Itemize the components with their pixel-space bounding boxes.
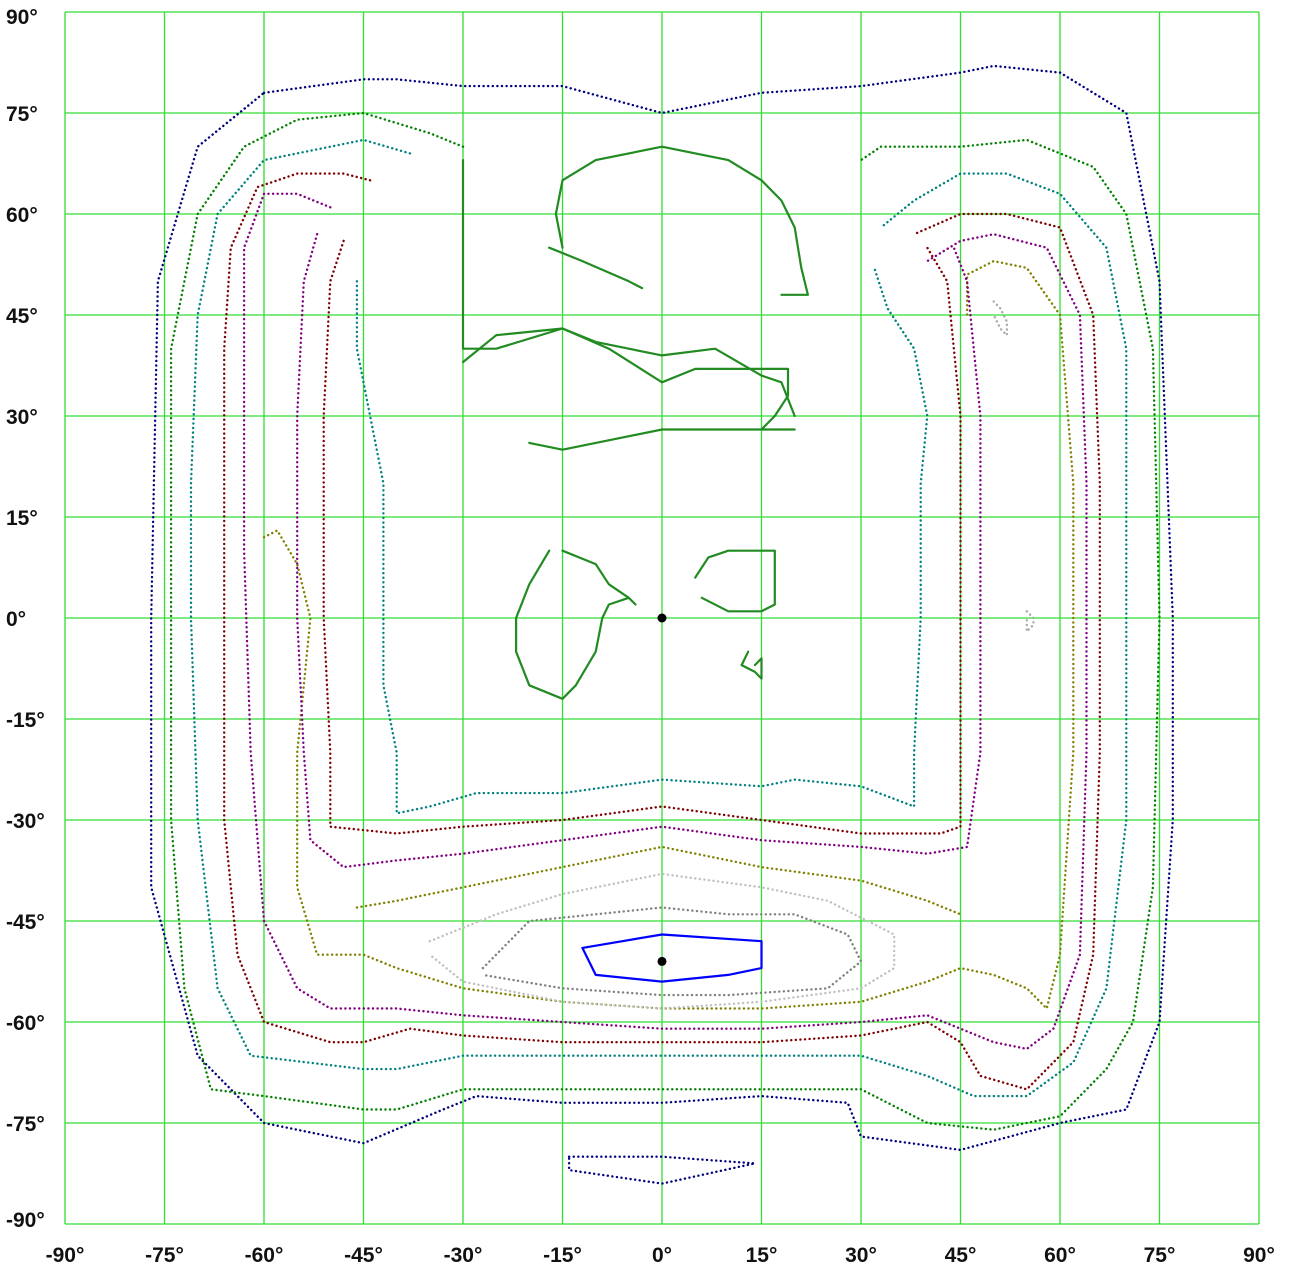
contour-line-inner (514, 549, 637, 700)
contour-line-inner (322, 239, 962, 835)
contour-line-inner (740, 650, 763, 680)
y-tick-label: 0° (6, 608, 26, 631)
point-marker (657, 613, 667, 623)
y-tick-label: -60° (6, 1012, 45, 1035)
y-tick-label: -15° (6, 709, 45, 732)
y-tick-label: 60° (6, 204, 38, 227)
contour-line (242, 192, 1088, 1051)
contour-line-inner (481, 906, 863, 997)
x-tick-label: -60° (245, 1244, 284, 1267)
x-tick-label: -15° (543, 1244, 582, 1267)
contour-line-inner (355, 845, 962, 916)
contour-line-inner (554, 145, 810, 296)
x-tick-label: 75° (1144, 1244, 1176, 1267)
y-tick-label: -75° (6, 1113, 45, 1136)
x-tick-label: 15° (746, 1244, 778, 1267)
x-tick-label: 60° (1044, 1244, 1076, 1267)
x-tick-label: 30° (845, 1244, 877, 1267)
y-tick-label: 75° (6, 103, 38, 126)
contour-line-inner (461, 159, 796, 418)
y-tick-label: 45° (6, 305, 38, 328)
y-tick-labels: -90° -75° -60° -45° -30° -15° 0° 15° 30° 45° 60° 75… (6, 6, 45, 1232)
contour-line-inner (1025, 610, 1035, 633)
x-tick-label: 45° (945, 1244, 977, 1267)
x-tick-label: -45° (344, 1244, 383, 1267)
contour-line (189, 138, 1128, 1098)
y-tick-label: 30° (6, 406, 38, 429)
x-tick-label: -90° (46, 1244, 85, 1267)
contour-line-inner (528, 428, 796, 451)
x-tick-label: 0° (652, 1244, 672, 1267)
chart-series (149, 64, 1175, 1185)
x-tick-label: -75° (145, 1244, 184, 1267)
contour-line (149, 64, 1175, 1152)
y-tick-label: 90° (6, 6, 38, 29)
x-tick-label: -30° (444, 1244, 483, 1267)
contour-line (567, 1155, 757, 1185)
y-tick-label: -30° (6, 810, 45, 833)
contour-line (581, 933, 763, 983)
contour-line (262, 259, 1075, 1010)
contour-line (222, 172, 1102, 1091)
chart-markers (657, 613, 667, 966)
contour-line-inner (428, 872, 896, 1010)
contour-line-inner (355, 266, 929, 815)
x-tick-labels: -90° -75° -60° -45° -30° -15° 0° 15° 30° 45° 60° 75… (46, 1244, 1275, 1267)
contour-line-inner (296, 232, 982, 869)
y-tick-label: 15° (6, 507, 38, 530)
contour-line-inner (548, 246, 644, 290)
y-tick-label: -90° (6, 1209, 45, 1232)
contour-line (169, 111, 1161, 1131)
y-tick-label: -45° (6, 911, 45, 934)
contour-line-inner (992, 300, 1009, 337)
point-marker (657, 956, 667, 966)
contour-line-inner (461, 327, 790, 431)
x-tick-label: 90° (1243, 1244, 1275, 1267)
contour-line-inner (694, 549, 776, 613)
